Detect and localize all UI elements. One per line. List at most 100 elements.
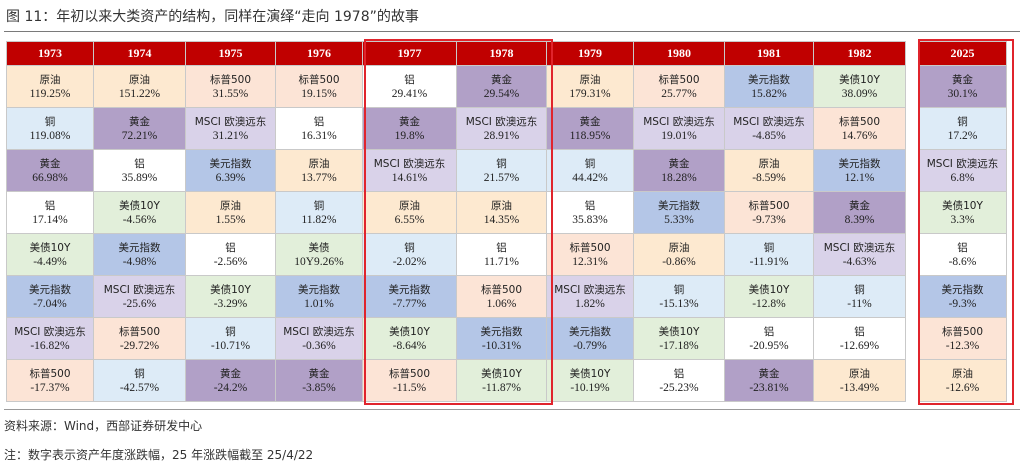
asset-return: -0.36% [302, 339, 336, 352]
asset-name: 原油 [952, 367, 973, 380]
asset-name: 美债10Y [839, 73, 880, 86]
column-gap [905, 359, 919, 402]
asset-return: 151.22% [118, 87, 161, 100]
asset-name: 美债10Y [210, 283, 251, 296]
asset-return: -16.82% [30, 339, 70, 352]
asset-name: 标普500 [838, 115, 881, 128]
asset-return: 14.61% [391, 171, 428, 184]
asset-cell: MSCI 欧澳远东 28.91% [456, 107, 547, 150]
asset-name: 标普500 [569, 241, 611, 254]
asset-cell: 铝 35.89% [93, 149, 186, 192]
year-header: 1976 [275, 41, 363, 66]
asset-name: 美元指数 [838, 157, 881, 170]
asset-return: 16.31% [301, 129, 337, 142]
year-header-row: 1973 1974 1975 1976 1977 1978 1979 1980 1981 1982… [6, 41, 1007, 66]
asset-return: -0.79% [573, 339, 607, 352]
asset-name: 美债10Y [658, 325, 700, 338]
asset-return: 179.31% [569, 87, 611, 100]
asset-cell: 标普500 12.31% [546, 233, 634, 276]
asset-cell: 美债10Y -17.18% [633, 317, 725, 360]
asset-return: -11.87% [482, 381, 521, 394]
asset-cell: 铝 -8.6% [918, 233, 1007, 276]
asset-cell: 标普500 -12.3% [918, 317, 1007, 360]
asset-name: MSCI 欧澳远东 [14, 325, 86, 338]
asset-name: 美元指数 [658, 199, 700, 212]
asset-name: 美债10Y [569, 367, 611, 380]
year-header: 1979 [546, 41, 634, 66]
asset-name: 铝 [854, 325, 865, 338]
asset-cell: 铜 21.57% [456, 149, 547, 192]
asset-name: MSCI 欧澳远东 [194, 115, 267, 128]
asset-cell: MSCI 欧澳远东 19.01% [633, 107, 725, 150]
asset-return: -23.81% [749, 381, 789, 394]
asset-name: 美债10Y [119, 199, 160, 212]
asset-name: 铝 [584, 199, 596, 212]
asset-name: 美债10Y [389, 325, 430, 338]
asset-return: 1.55% [215, 213, 246, 226]
asset-name: 原油 [220, 199, 241, 212]
year-header: 2025 [918, 41, 1007, 66]
asset-name: 黄金 [39, 157, 61, 170]
asset-return: -12.8% [752, 297, 786, 310]
rank-row: MSCI 欧澳远东 -16.82% 标普500 -29.72% 铜 -10.71% MSCI… [6, 317, 1007, 360]
asset-return: 119.08% [29, 129, 71, 142]
asset-return: 6.55% [394, 213, 425, 226]
asset-return: -4.85% [752, 129, 786, 142]
asset-name: 铝 [673, 367, 685, 380]
asset-name: MSCI 欧澳远东 [465, 115, 538, 128]
asset-return: 44.42% [572, 171, 608, 184]
asset-return: 66.98% [32, 171, 68, 184]
asset-return: 10Y9.26% [294, 255, 344, 268]
asset-cell: MSCI 欧澳远东 -4.85% [724, 107, 814, 150]
asset-cell: 黄金 72.21% [93, 107, 186, 150]
rank-row: 美元指数 -7.04% MSCI 欧澳远东 -25.6% 美债10Y -3.29% 美元指数… [6, 275, 1007, 318]
asset-cell: 原油 6.55% [362, 191, 457, 234]
column-gap [905, 65, 919, 108]
asset-return: 28.91% [483, 129, 520, 142]
asset-return: -11.91% [749, 255, 789, 268]
asset-cell: 美元指数 -9.3% [918, 275, 1007, 318]
asset-return: 21.57% [483, 171, 520, 184]
asset-return: -7.04% [33, 297, 67, 310]
asset-return: 12.31% [572, 255, 608, 268]
asset-return: -11.5% [392, 381, 427, 394]
asset-cell: 黄金 8.39% [813, 191, 906, 234]
asset-name: 标普500 [298, 73, 340, 86]
asset-name: 铜 [673, 283, 685, 296]
asset-cell: 原油 151.22% [93, 65, 186, 108]
asset-name: 铝 [225, 241, 236, 254]
asset-return: 38.09% [841, 87, 878, 100]
asset-return: 8.39% [844, 213, 875, 226]
asset-name: 铝 [763, 325, 775, 338]
asset-return: 11.71% [483, 255, 520, 268]
asset-cell: 铝 16.31% [275, 107, 363, 150]
asset-name: 原油 [129, 73, 150, 86]
asset-name: 美元指数 [748, 73, 790, 86]
rank-row: 美债10Y -4.49% 美元指数 -4.98% 铝 -2.56% 美债 10Y9.26% 铜 -… [6, 233, 1007, 276]
asset-return: 19.01% [661, 129, 697, 142]
asset-return: -9.3% [948, 297, 977, 310]
asset-name: MSCI 欧澳远东 [554, 283, 626, 296]
asset-cell: 黄金 66.98% [6, 149, 94, 192]
asset-cell: 铜 -11.91% [724, 233, 814, 276]
asset-return: -4.98% [122, 255, 157, 268]
column-gap [905, 41, 919, 66]
asset-return: -10.71% [210, 339, 251, 352]
asset-name: MSCI 欧澳远东 [373, 157, 446, 170]
asset-cell: 黄金 118.95% [546, 107, 634, 150]
asset-cell: 标普500 19.15% [275, 65, 363, 108]
asset-name: MSCI 欧澳远东 [643, 115, 715, 128]
asset-return: 6.39% [215, 171, 246, 184]
asset-cell: 标普500 25.77% [633, 65, 725, 108]
asset-name: 铝 [957, 241, 968, 254]
asset-cell: 黄金 -3.85% [275, 359, 363, 402]
asset-name: MSCI 欧澳远东 [283, 325, 355, 338]
asset-return: -11% [847, 297, 872, 310]
asset-return: 19.8% [394, 129, 425, 142]
asset-return: -10.31% [481, 339, 522, 352]
asset-return: 14.35% [483, 213, 520, 226]
year-header: 1980 [633, 41, 725, 66]
asset-cell: 美债10Y -3.29% [185, 275, 276, 318]
asset-name: 美债 [308, 241, 330, 254]
asset-name: 美元指数 [29, 283, 71, 296]
